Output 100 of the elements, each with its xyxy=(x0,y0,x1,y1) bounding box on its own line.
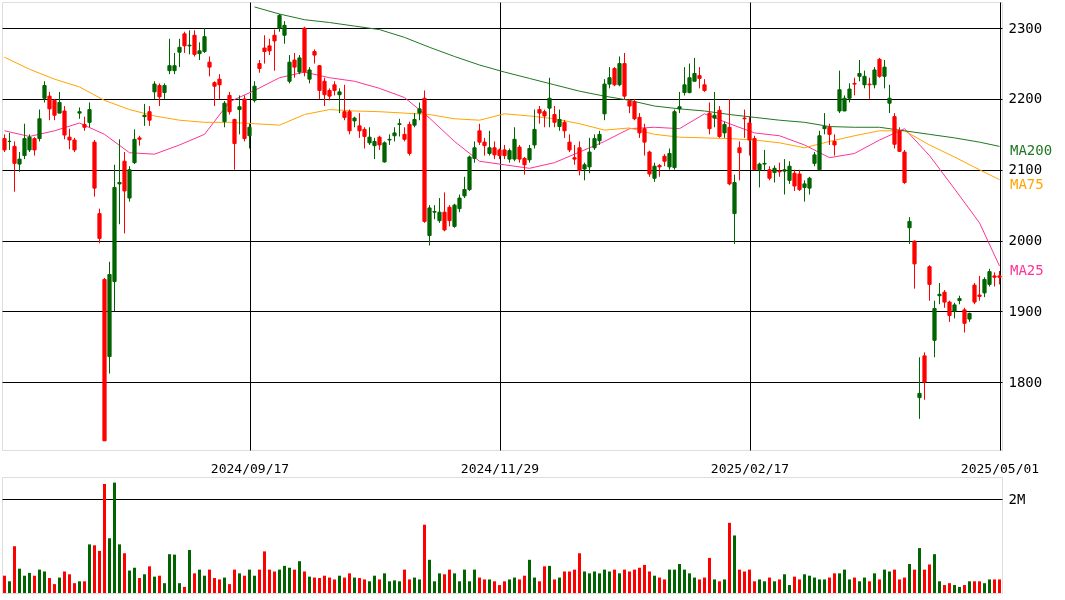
bar xyxy=(3,575,6,593)
candlestick xyxy=(337,87,342,114)
bar xyxy=(803,574,806,593)
bar xyxy=(348,573,351,593)
bar xyxy=(908,564,911,593)
bar xyxy=(338,575,341,593)
candlestick xyxy=(117,138,122,225)
bar xyxy=(178,583,181,593)
bar xyxy=(978,581,981,593)
bar xyxy=(633,569,636,593)
bar xyxy=(383,573,386,593)
bar xyxy=(43,571,46,593)
bar xyxy=(783,574,786,593)
bar xyxy=(468,581,471,593)
candlestick xyxy=(252,80,257,103)
bar xyxy=(638,567,641,593)
bar xyxy=(398,581,401,593)
candlestick xyxy=(532,109,537,149)
candlestick xyxy=(87,102,92,128)
bar xyxy=(778,579,781,593)
bar xyxy=(523,575,526,593)
candlestick xyxy=(157,82,162,107)
bar xyxy=(233,569,236,593)
candlestick xyxy=(32,136,37,157)
y-tick-label: 1900 xyxy=(1008,302,1043,319)
bar xyxy=(813,577,816,593)
bar xyxy=(158,575,161,593)
bar xyxy=(943,585,946,593)
bar xyxy=(728,522,731,593)
line-series xyxy=(4,71,1000,267)
bar xyxy=(298,561,301,593)
candlestick xyxy=(222,100,227,128)
bar xyxy=(748,569,751,593)
candlestick xyxy=(132,128,137,165)
bar xyxy=(318,578,321,593)
bar xyxy=(8,581,11,593)
bar xyxy=(948,583,951,593)
bar xyxy=(708,557,711,593)
x-tick-label: 2025/05/01 xyxy=(960,460,1040,476)
bar xyxy=(988,579,991,593)
bar xyxy=(858,581,861,593)
bar xyxy=(488,579,491,593)
candlestick xyxy=(822,112,827,135)
bar xyxy=(653,575,656,593)
bar xyxy=(373,575,376,593)
bar xyxy=(493,581,496,593)
bar xyxy=(138,578,141,593)
line-series xyxy=(4,56,1000,181)
bar xyxy=(763,581,766,593)
bar xyxy=(313,577,316,593)
bar xyxy=(83,581,86,593)
bar xyxy=(58,577,61,593)
bar xyxy=(223,577,226,593)
candlestick xyxy=(917,356,922,420)
candlestick xyxy=(677,91,682,114)
bar xyxy=(643,564,646,593)
bar xyxy=(833,573,836,593)
bar xyxy=(248,569,251,593)
bar xyxy=(188,549,191,593)
y-tick-label: 2200 xyxy=(1008,90,1043,107)
bar xyxy=(358,578,361,593)
bar xyxy=(458,581,461,593)
candlestick xyxy=(697,66,702,89)
bar xyxy=(613,569,616,593)
bar xyxy=(738,569,741,593)
y-tick-label: 1800 xyxy=(1008,373,1043,390)
bar xyxy=(788,585,791,593)
bar xyxy=(33,575,36,593)
y-tick-label: 2300 xyxy=(1008,19,1043,36)
bar xyxy=(268,569,271,593)
bar xyxy=(508,579,511,593)
candlestick xyxy=(887,84,892,114)
bar xyxy=(218,579,221,593)
bar xyxy=(538,581,541,593)
bar xyxy=(23,575,26,593)
candlestick xyxy=(737,140,742,181)
bar xyxy=(598,573,601,593)
bar xyxy=(168,554,171,593)
x-tick-label: 2024/09/17 xyxy=(210,460,290,476)
candlestick xyxy=(382,140,387,164)
bar xyxy=(448,569,451,593)
bar xyxy=(773,581,776,593)
candlestick xyxy=(57,91,62,114)
x-tick-label: 2025/02/17 xyxy=(710,460,790,476)
candlestick xyxy=(182,31,187,54)
bar xyxy=(513,577,516,593)
candlestick xyxy=(247,123,252,149)
bar xyxy=(433,581,436,593)
candlestick xyxy=(827,123,832,146)
candlestick xyxy=(147,105,152,127)
y-tick-label: 2M xyxy=(1008,490,1026,507)
bar xyxy=(673,569,676,593)
y-tick-label: 2000 xyxy=(1008,232,1043,249)
bar xyxy=(163,583,166,593)
bar xyxy=(63,571,66,593)
bar xyxy=(518,579,521,593)
bar xyxy=(573,569,576,593)
bar xyxy=(753,581,756,593)
bar xyxy=(868,581,871,593)
bar xyxy=(48,578,51,593)
